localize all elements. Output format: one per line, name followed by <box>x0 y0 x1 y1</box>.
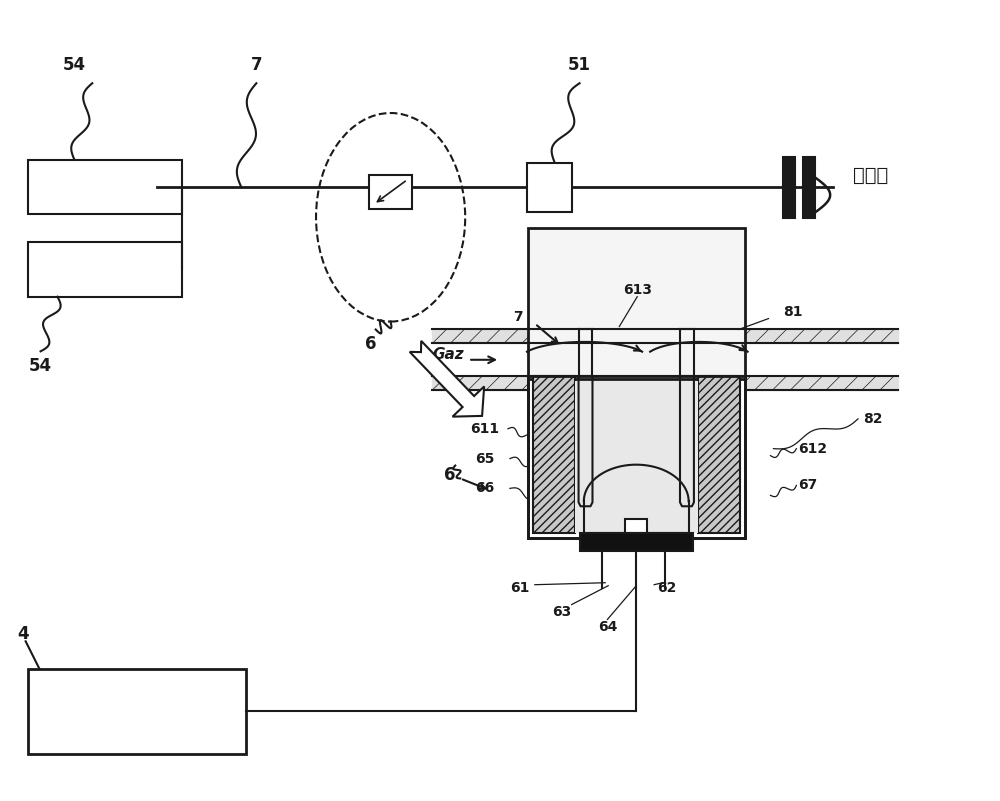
Text: 7: 7 <box>251 56 262 74</box>
Bar <box>575 381 698 533</box>
Text: 54: 54 <box>63 56 86 74</box>
Text: 4: 4 <box>17 626 28 643</box>
Bar <box>28 242 182 296</box>
Text: 62: 62 <box>657 581 676 594</box>
Text: 612: 612 <box>798 441 827 456</box>
Text: Gaz: Gaz <box>432 348 464 362</box>
Text: 6: 6 <box>444 466 455 485</box>
Bar <box>533 376 575 533</box>
Bar <box>803 157 815 219</box>
Text: 82: 82 <box>863 412 882 426</box>
Bar <box>528 376 745 538</box>
Text: 65: 65 <box>475 452 495 465</box>
Bar <box>527 163 572 212</box>
Text: 6: 6 <box>365 336 376 353</box>
Bar <box>580 533 693 551</box>
Text: 61: 61 <box>510 581 530 594</box>
Text: 54: 54 <box>29 357 52 375</box>
Bar <box>698 376 740 533</box>
Text: 64: 64 <box>598 621 617 634</box>
Text: 67: 67 <box>798 478 818 493</box>
Bar <box>369 175 412 209</box>
Text: 63: 63 <box>552 605 571 618</box>
Text: 81: 81 <box>784 304 803 319</box>
Bar <box>28 159 182 215</box>
Text: 611: 611 <box>471 422 500 436</box>
Bar <box>625 519 647 533</box>
Text: 66: 66 <box>475 481 495 495</box>
Text: 排气管: 排气管 <box>853 166 888 185</box>
Text: 7: 7 <box>513 309 523 324</box>
Text: 51: 51 <box>568 56 591 74</box>
Polygon shape <box>410 341 484 417</box>
Text: 613: 613 <box>623 283 652 297</box>
Bar <box>783 157 795 219</box>
Bar <box>528 379 745 538</box>
Bar <box>28 669 246 754</box>
Bar <box>528 228 745 390</box>
